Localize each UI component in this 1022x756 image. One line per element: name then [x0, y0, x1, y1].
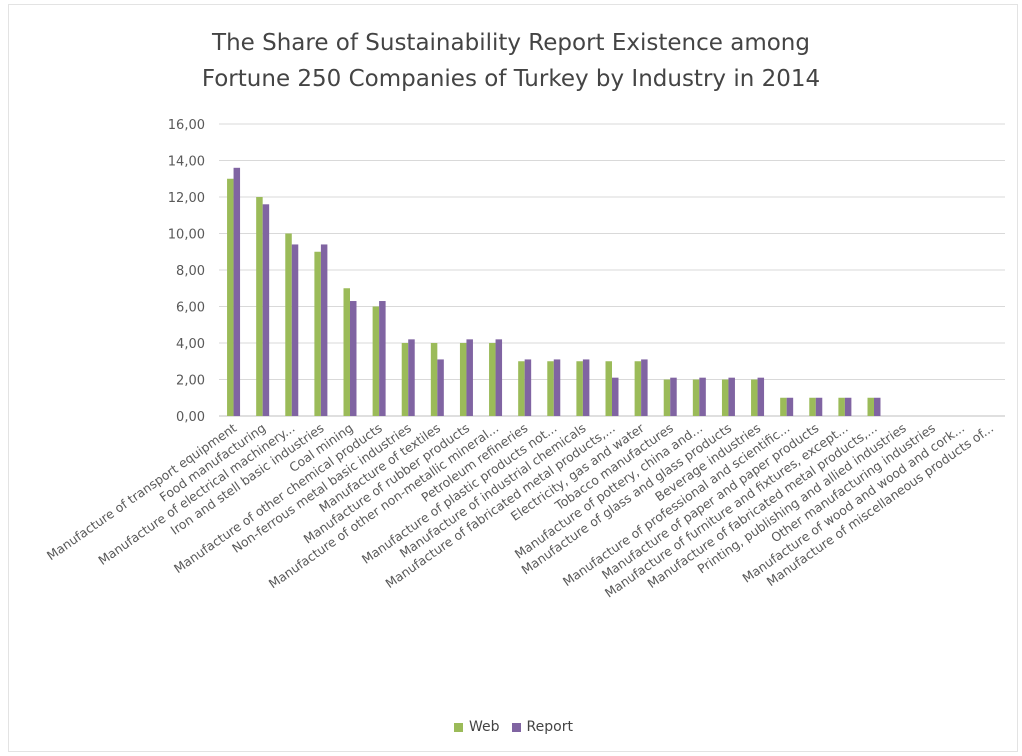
y-tick-label: 6,00 — [176, 301, 205, 316]
bar-report — [582, 359, 590, 416]
legend-label-report: Report — [526, 719, 573, 735]
bar-report — [291, 244, 299, 416]
bar-report — [553, 359, 561, 416]
bar-report — [612, 377, 619, 416]
bar-web — [227, 178, 234, 416]
chart-title-line-1: The Share of Sustainability Report Exist… — [212, 30, 810, 56]
bar-report — [786, 397, 794, 416]
legend-label-web: Web — [469, 719, 500, 735]
bar-web — [576, 361, 583, 416]
y-tick-label: 0,00 — [176, 410, 205, 425]
bar-web — [809, 397, 816, 416]
legend-swatch-web — [454, 722, 463, 732]
bar-web — [634, 361, 642, 416]
bar-report — [815, 397, 823, 416]
bar-report — [233, 167, 241, 416]
y-tick-label: 14,00 — [168, 155, 205, 170]
bar-web — [285, 233, 292, 416]
bar-web — [547, 361, 554, 416]
chart-title-line-2: Fortune 250 Companies of Turkey by Indus… — [201, 66, 821, 92]
bar-web — [401, 343, 409, 416]
y-tick-label: 10,00 — [168, 228, 205, 243]
bar-report — [466, 339, 473, 416]
bar-web — [372, 306, 380, 416]
bar-report — [757, 377, 765, 416]
y-tick-label: 2,00 — [176, 374, 205, 389]
bar-report — [874, 397, 881, 416]
bar-report — [670, 377, 677, 416]
legend-item-report: Report — [511, 719, 573, 735]
bar-web — [838, 397, 845, 416]
bar-web — [605, 361, 612, 416]
bar-web — [751, 379, 758, 416]
bar-web — [663, 379, 671, 416]
bar-web — [459, 343, 467, 416]
bar-report — [524, 359, 532, 416]
chart-frame — [8, 4, 1018, 752]
legend-swatch-report — [511, 722, 521, 732]
bar-web — [489, 343, 496, 416]
bar-report — [495, 339, 503, 416]
bar-report — [641, 359, 648, 416]
y-tick-label: 8,00 — [176, 264, 205, 279]
bar-report — [379, 301, 386, 416]
y-tick-label: 12,00 — [168, 191, 205, 206]
bar-web — [518, 361, 525, 416]
bar-report — [699, 377, 706, 416]
bar-web — [692, 379, 700, 416]
bar-report — [844, 397, 852, 416]
bar-report — [320, 244, 328, 416]
bar-web — [721, 379, 729, 416]
legend-item-web: Web — [454, 719, 500, 735]
bar-web — [314, 251, 321, 416]
bar-web — [780, 397, 787, 416]
y-tick-label: 16,00 — [168, 118, 205, 133]
bar-web — [256, 197, 263, 416]
bar-web — [867, 397, 874, 416]
bar-report — [437, 359, 444, 416]
bar-report — [262, 204, 270, 416]
bar-report — [350, 301, 357, 416]
chart-legend: Web Report — [454, 719, 585, 735]
bar-report — [728, 377, 735, 416]
bar-web — [343, 288, 350, 416]
bar-web — [430, 343, 438, 416]
bar-report — [408, 339, 415, 416]
y-tick-label: 4,00 — [176, 337, 205, 352]
